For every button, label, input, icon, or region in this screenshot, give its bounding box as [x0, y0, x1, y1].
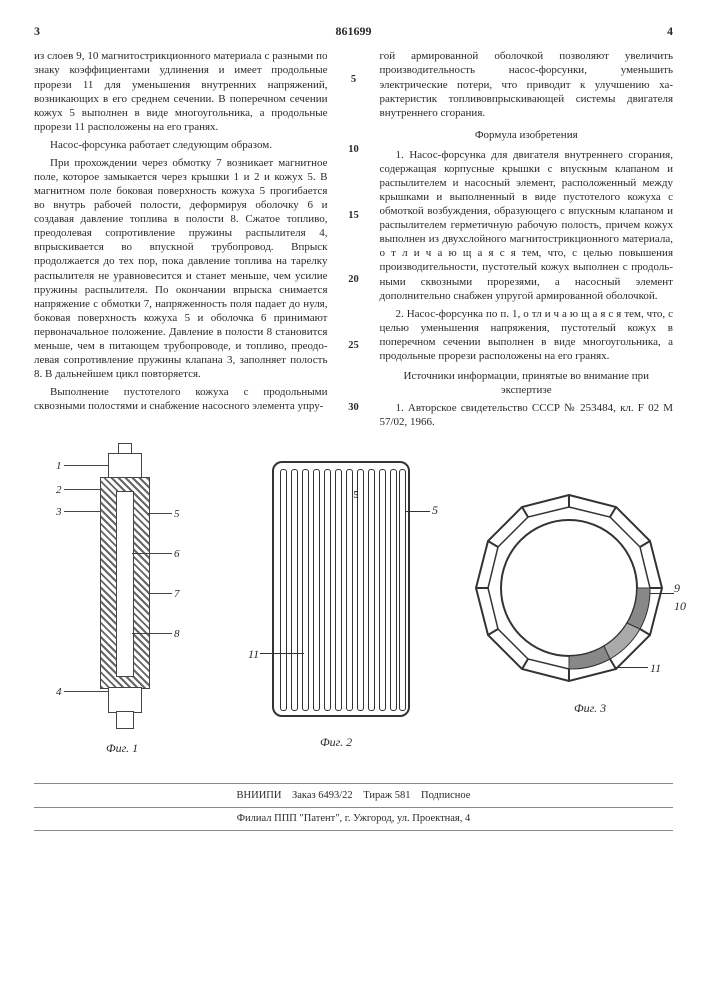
- fig1-ref-2: 2: [56, 483, 62, 497]
- line-5: 5: [351, 73, 356, 86]
- line-30: 30: [348, 401, 359, 414]
- fig2-ref-slot: 11: [248, 647, 259, 662]
- line-number-gutter: 5 10 15 20 25 30 35: [346, 49, 362, 433]
- fig1-ref-6: 6: [174, 547, 180, 561]
- footer-publisher: ВНИИПИ: [237, 790, 282, 801]
- fig2-ref-casing: 5: [432, 503, 438, 518]
- right-column: гой армированной оболочкой позволяют уве…: [380, 49, 674, 433]
- figures-area: 1 2 3 4 5 6 7 8 Фиг. 1: [34, 443, 673, 773]
- source-1: 1. Авторское свидетельство СССР № 253484…: [380, 401, 674, 429]
- figure-2: 5 11: [254, 451, 424, 737]
- footer-print-run: Тираж 581: [363, 790, 410, 801]
- figure-1: 1 2 3 4 5 6 7 8: [64, 443, 184, 743]
- figure-3-label: Фиг. 3: [574, 701, 606, 716]
- page-number-left: 3: [34, 24, 40, 39]
- fig1-ref-5: 5: [174, 507, 180, 521]
- claim-2: 2. Насос-форсунка по п. 1, о т­л и ч а ю…: [380, 307, 674, 363]
- left-para-3: Выполнение пустотелого кожуха с продольн…: [34, 385, 328, 413]
- left-para-1: Насос-форсунка работает следующим образо…: [34, 138, 328, 152]
- page-number-right: 4: [667, 24, 673, 39]
- fig3-ref-9: 9: [674, 581, 680, 596]
- fig1-ref-1: 1: [56, 459, 62, 473]
- left-column: из слоев 9, 10 магнитострикционного мате…: [34, 49, 328, 433]
- line-15: 15: [348, 209, 359, 222]
- fig3-svg: [464, 483, 674, 693]
- footer-line-2: Филиал ППП "Патент", г. Ужгород, ул. Про…: [34, 807, 673, 825]
- fig1-ref-3: 3: [56, 505, 62, 519]
- fig1-ref-8: 8: [174, 627, 180, 641]
- fig3-ref-10: 10: [674, 599, 686, 614]
- fig1-ref-4: 4: [56, 685, 62, 699]
- figure-1-label: Фиг. 1: [106, 741, 138, 756]
- line-25: 25: [348, 339, 359, 352]
- figure-3: 9 10 11: [464, 483, 674, 693]
- footer-line-1: ВНИИПИ Заказ 6493/22 Тираж 581 Подписное: [34, 789, 673, 802]
- fig1-ref-7: 7: [174, 587, 180, 601]
- footer-subscribed: Подписное: [421, 790, 470, 801]
- line-20: 20: [348, 273, 359, 286]
- left-para-0: из слоев 9, 10 магнитострикционного мате…: [34, 49, 328, 133]
- sources-title: Источники информации, принятые во вниман…: [380, 369, 674, 397]
- page-footer: ВНИИПИ Заказ 6493/22 Тираж 581 Подписное…: [34, 783, 673, 831]
- line-10: 10: [348, 143, 359, 156]
- claim-1: 1. Насос-форсунка для двигателя внутренн…: [380, 148, 674, 303]
- fig3-ref-11: 11: [650, 661, 661, 676]
- right-para-0: гой армированной оболочкой позволяют уве…: [380, 49, 674, 119]
- patent-number: 861699: [336, 24, 372, 39]
- footer-order: Заказ 6493/22: [292, 790, 353, 801]
- page-header: 3 861699 4: [34, 24, 673, 39]
- formula-title: Формула изобретения: [380, 128, 674, 142]
- left-para-2: При прохождении через обмотку 7 возникае…: [34, 156, 328, 381]
- figure-2-label: Фиг. 2: [320, 735, 352, 750]
